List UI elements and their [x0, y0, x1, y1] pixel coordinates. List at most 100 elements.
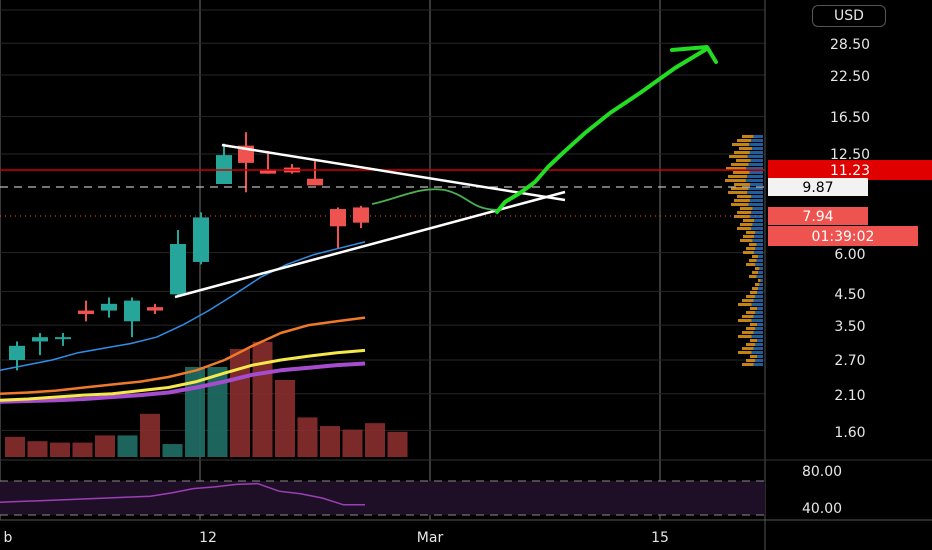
volume-profile-bar	[737, 139, 752, 142]
volume-profile-bar	[748, 203, 763, 206]
volume-profile-bar	[754, 235, 763, 238]
volume-profile-bar	[750, 307, 758, 310]
candle-body	[32, 337, 48, 342]
volume-profile-bar	[731, 203, 749, 206]
candle-body	[260, 169, 276, 174]
lower-trendline	[174, 190, 566, 299]
volume-profile-bar	[753, 363, 763, 366]
volume-profile-bar	[749, 275, 757, 278]
volume-profile-bar	[745, 179, 763, 182]
volume-profile-bar	[746, 311, 756, 314]
volume-profile-bar	[752, 147, 763, 150]
volume-bar	[387, 431, 408, 457]
price-axis-label: 6.00	[834, 247, 865, 263]
volume-profile-bar	[746, 247, 756, 250]
volume-profile-bar	[752, 207, 763, 210]
volume-profile-bar	[755, 263, 763, 266]
volume-profile-bar	[734, 183, 750, 186]
volume-bar	[140, 413, 160, 457]
volume-profile-bar	[734, 215, 750, 218]
volume-bar	[275, 379, 295, 457]
volume-profile-bar	[758, 255, 763, 258]
volume-profile-bar	[749, 151, 763, 154]
volume-profile-bar	[729, 155, 748, 158]
volume-profile-bar	[746, 167, 763, 170]
volume-profile-bar	[734, 151, 750, 154]
volume-profile-bar	[746, 343, 756, 346]
volume-profile-bar	[759, 267, 763, 270]
candle-body	[101, 303, 117, 311]
volume-profile-bar	[733, 171, 750, 174]
candle-body	[147, 307, 163, 311]
volume-profile-bar	[742, 299, 754, 302]
volume-profile-bar	[746, 327, 756, 330]
volume-profile-bar	[734, 199, 750, 202]
volume-profile-bar	[726, 167, 747, 170]
time-axis-label: 15	[651, 530, 669, 546]
volume-bar	[162, 444, 183, 457]
volume-profile-bar	[757, 307, 763, 310]
volume-profile-bar	[757, 291, 763, 294]
volume-profile-bar	[759, 283, 763, 286]
volume-profile-bar	[742, 315, 754, 318]
ema-yellow-line	[0, 348, 366, 402]
moving-averages	[0, 241, 366, 404]
volume-profile-bar	[755, 359, 763, 362]
volume-profile-bar	[751, 319, 763, 322]
candle-body	[55, 337, 71, 340]
candle-body	[9, 345, 25, 360]
volume-profile-bar	[752, 271, 759, 274]
volume-profile-bar	[736, 159, 751, 162]
price-axis: 3028.5022.5016.5012.506.004.503.502.702.…	[768, 6, 932, 517]
volume-profile-bar	[749, 183, 763, 186]
volume-bar	[252, 341, 273, 457]
volume-profile-bar	[752, 255, 759, 258]
candle-body	[330, 209, 346, 227]
price-axis-label: 16.50	[830, 110, 870, 126]
volume-bar	[5, 436, 25, 457]
volume-bar	[95, 435, 115, 457]
countdown-tag: 01:39:02	[812, 229, 875, 245]
volume-profile-bar	[746, 295, 756, 298]
volume-profile-bar	[750, 323, 758, 326]
volume-profile-bar	[753, 315, 763, 318]
currency-button[interactable]: USD	[812, 5, 886, 27]
volume-profile-bar	[752, 223, 763, 226]
volume-profile-bar	[753, 331, 763, 334]
candle-body	[78, 310, 94, 315]
volume-profile-bar	[751, 335, 763, 338]
volume-profile-bar	[737, 195, 752, 198]
volume-profile-bar	[748, 163, 763, 166]
volume-profile-bar	[743, 219, 754, 222]
volume-profile-bar	[731, 163, 749, 166]
volume-profile-bar	[728, 191, 748, 194]
volume-profile-bar	[751, 351, 763, 354]
volume-bar	[297, 417, 318, 457]
volume-bar	[50, 442, 70, 457]
candle-body	[193, 217, 209, 262]
volume-profile-bar	[743, 251, 754, 254]
volume-profile-bar	[751, 227, 763, 230]
price-axis-label: 22.50	[830, 69, 870, 85]
countdown-tag-bg	[768, 226, 918, 246]
volume-profile-bar	[750, 291, 758, 294]
candle-body	[124, 300, 140, 322]
volume-profile-bar	[738, 303, 752, 306]
projection-curve	[371, 188, 501, 211]
volume-profile-bar	[749, 171, 763, 174]
drawings	[0, 45, 765, 299]
price-axis-label: 1.60	[834, 425, 865, 441]
volume-profile-bar	[755, 283, 760, 286]
volume-profile-bar	[746, 359, 756, 362]
volume-profile-bar	[757, 355, 763, 358]
volume-profile-bar	[757, 323, 763, 326]
volume-profile-bar	[746, 231, 756, 234]
volume-profile-bar	[747, 191, 763, 194]
volume-profile-bar	[749, 243, 757, 246]
volume-profile-bar	[750, 355, 758, 358]
volume-profile-bar	[749, 259, 757, 262]
volume-bar	[320, 426, 340, 457]
volume-profile-bar	[738, 335, 752, 338]
